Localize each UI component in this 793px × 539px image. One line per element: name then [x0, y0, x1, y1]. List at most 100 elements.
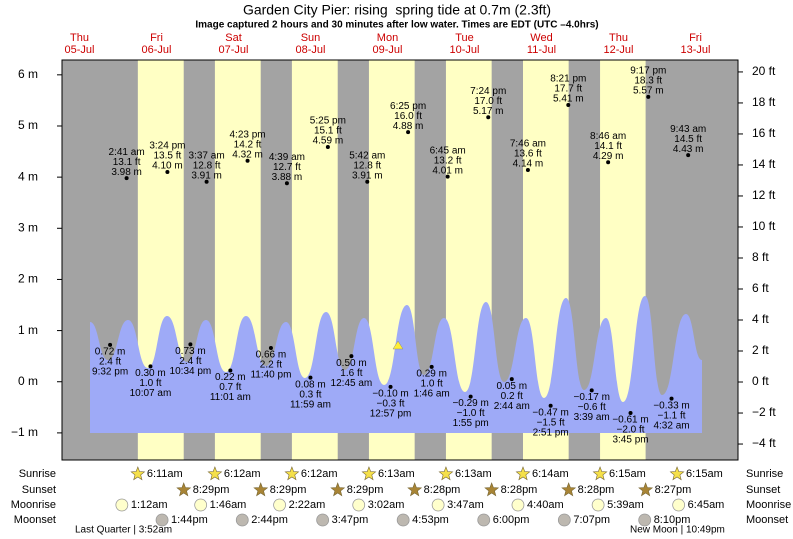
tide-point — [606, 160, 611, 165]
moon-icon — [557, 513, 571, 527]
day-date: 06-Jul — [142, 44, 172, 56]
tide-label: 1:46 am — [414, 389, 450, 400]
y2-tick-label: 10 ft — [752, 219, 776, 233]
moon-phase: New Moon | 10:49pm — [630, 525, 725, 536]
sunset-time: 8:29pm — [193, 484, 230, 496]
tide-label: 4.29 m — [593, 151, 624, 162]
tide-point — [388, 384, 393, 389]
tide-label: 14.1 ft — [594, 141, 622, 152]
tide-label: 14.2 ft — [234, 139, 262, 150]
day-name: Wed — [530, 32, 552, 44]
tide-label: −0.17 m — [573, 392, 609, 403]
tide-point — [628, 410, 633, 415]
tide-label: 17.0 ft — [474, 96, 502, 107]
tide-point — [486, 115, 491, 120]
moon-icon — [316, 513, 330, 527]
moonrise-time: 5:39am — [607, 499, 644, 511]
tide-point — [228, 368, 233, 373]
tide-label: 2:51 pm — [533, 427, 569, 438]
sunrise-time: 6:13am — [455, 468, 492, 480]
tide-label: 8:46 am — [590, 131, 626, 142]
moonset-time: 7:07pm — [573, 514, 610, 526]
tide-label: 4.14 m — [513, 159, 544, 170]
tide-label: 8:21 pm — [550, 74, 586, 85]
moon-icon — [194, 498, 208, 512]
tide-label: −0.61 m — [612, 415, 648, 426]
moonset-time: 2:44pm — [251, 514, 288, 526]
tide-label: 14.5 ft — [674, 134, 702, 145]
moon-icon — [431, 498, 445, 512]
day-date: 07-Jul — [219, 44, 249, 56]
tide-label: 0.2 ft — [501, 391, 523, 402]
tide-label: 3.88 m — [272, 172, 303, 183]
day-name: Thu — [609, 32, 628, 44]
moon-phase: Last Quarter | 3:52am — [75, 525, 172, 536]
tide-label: 3.91 m — [352, 170, 383, 181]
moonrise-time: 1:46am — [210, 499, 247, 511]
tide-label: 3.98 m — [111, 167, 142, 178]
tide-label: 10:07 am — [130, 388, 172, 399]
y2-tick-label: 14 ft — [752, 157, 776, 171]
y-tick-label: 0 m — [18, 374, 38, 388]
moon-icon — [115, 498, 129, 512]
tide-label: 4.59 m — [313, 136, 344, 147]
tide-label: 11:40 pm — [250, 370, 291, 381]
tide-label: 7:24 pm — [470, 86, 506, 97]
sun-icon — [130, 466, 146, 481]
tide-label: 5.17 m — [473, 106, 504, 117]
y-tick-label: 2 m — [18, 272, 38, 286]
tide-label: 5:42 am — [349, 150, 385, 161]
sunrise-time: 6:15am — [609, 468, 646, 480]
tide-label: 5.57 m — [633, 85, 664, 96]
moon-icon — [235, 513, 249, 527]
tide-label: 3:37 am — [189, 150, 225, 161]
tide-point — [406, 130, 411, 135]
sun-icon — [438, 466, 454, 481]
tide-label: 0.7 ft — [219, 382, 241, 393]
tide-label: 9:32 pm — [92, 367, 128, 378]
day-date: 11-Jul — [527, 44, 556, 56]
y2-tick-label: 18 ft — [752, 95, 776, 109]
sunrise-time: 6:11am — [147, 468, 183, 480]
sun-icon — [515, 466, 531, 481]
moonrise-time: 1:12am — [131, 499, 168, 511]
sun-icon — [284, 466, 300, 481]
tide-label: 1.6 ft — [340, 368, 362, 379]
y2-tick-label: 16 ft — [752, 126, 776, 140]
tide-point — [365, 179, 370, 184]
sun-icon — [592, 466, 608, 481]
tide-point — [686, 153, 691, 158]
sunset-time: 8:28pm — [501, 484, 538, 496]
tide-label: 11:01 am — [210, 392, 251, 403]
sun-icon — [207, 466, 223, 481]
y2-tick-label: −2 ft — [752, 405, 776, 419]
sunset-time: 8:28pm — [578, 484, 615, 496]
tide-point — [245, 158, 250, 163]
tide-point — [589, 388, 594, 393]
day-date: 08-Jul — [296, 44, 326, 56]
tide-point — [669, 396, 674, 401]
y-tick-label: 4 m — [18, 169, 38, 183]
y-tick-label: 5 m — [18, 118, 38, 132]
moon-icon — [477, 513, 491, 527]
tide-label: 2.4 ft — [179, 356, 201, 367]
moon-icon — [155, 513, 169, 527]
sunset-time: 8:28pm — [424, 484, 461, 496]
tide-label: 5.41 m — [553, 94, 584, 105]
moonrise-time: 6:45am — [688, 499, 725, 511]
tide-label: 18.3 ft — [634, 75, 662, 86]
row-label: Sunrise — [19, 468, 56, 480]
sunrise-time: 6:12am — [224, 468, 261, 480]
moonset-time: 4:53pm — [412, 514, 449, 526]
moonset-time: 8:10pm — [654, 514, 691, 526]
tide-label: 13.2 ft — [434, 155, 462, 166]
tide-label: 11:59 am — [290, 399, 331, 410]
y2-tick-label: 2 ft — [752, 343, 769, 357]
tide-point — [148, 364, 153, 369]
tide-label: 10:34 pm — [170, 366, 212, 377]
tide-point — [566, 103, 571, 108]
tide-label: 0.3 ft — [299, 389, 321, 400]
tide-point — [124, 176, 129, 181]
tide-point — [325, 144, 330, 149]
